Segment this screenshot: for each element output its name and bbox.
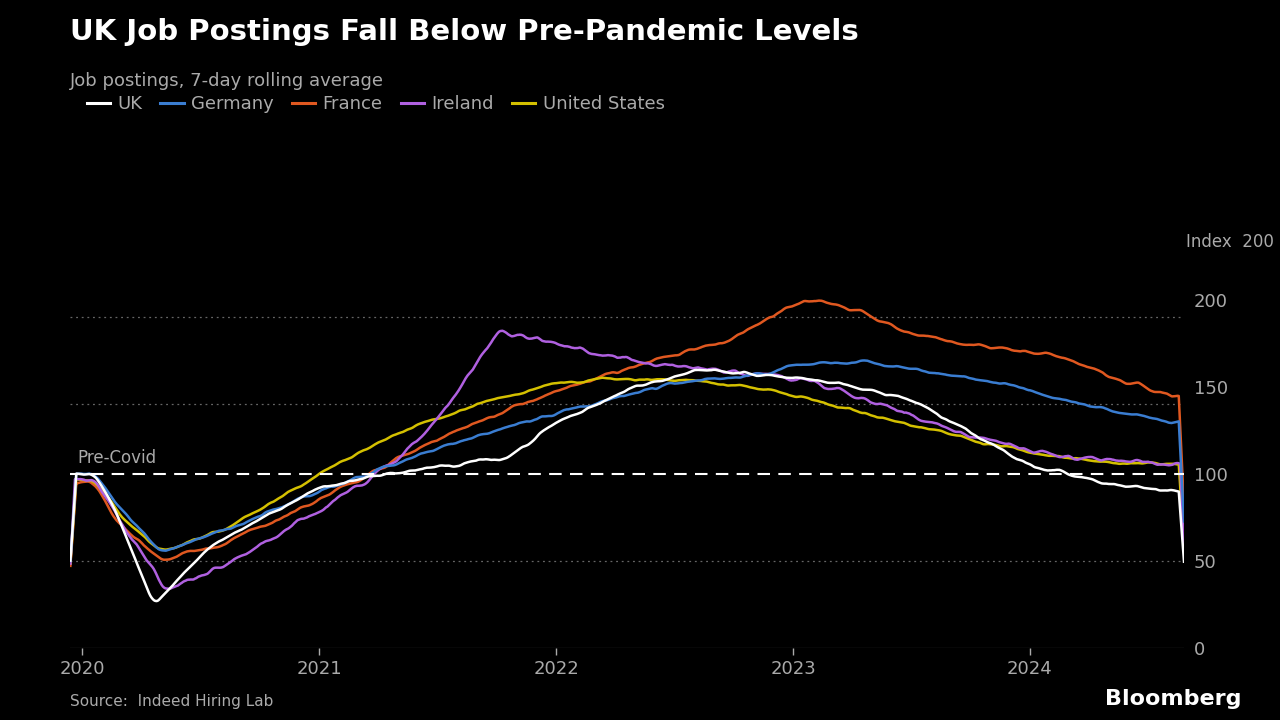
Text: UK Job Postings Fall Below Pre-Pandemic Levels: UK Job Postings Fall Below Pre-Pandemic … xyxy=(70,18,859,46)
Legend: UK, Germany, France, Ireland, United States: UK, Germany, France, Ireland, United Sta… xyxy=(79,88,672,120)
Text: Pre-Covid: Pre-Covid xyxy=(78,449,156,467)
Text: Index  200: Index 200 xyxy=(1187,233,1274,251)
Text: Job postings, 7-day rolling average: Job postings, 7-day rolling average xyxy=(70,72,384,90)
Text: Source:  Indeed Hiring Lab: Source: Indeed Hiring Lab xyxy=(70,694,274,709)
Text: Bloomberg: Bloomberg xyxy=(1105,689,1242,709)
